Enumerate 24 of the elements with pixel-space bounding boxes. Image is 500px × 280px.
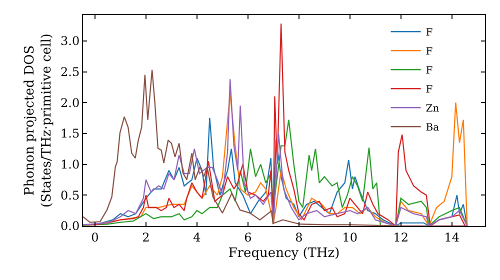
x-tick-label: 2: [142, 230, 150, 244]
legend-label: F: [426, 66, 433, 77]
y-tick-label: 1.5: [60, 126, 80, 141]
legend-label: F: [426, 46, 433, 58]
x-tick-label: 8: [295, 230, 303, 244]
y-tick-label: 1.0: [60, 158, 80, 172]
y-tick-label: 2.5: [60, 64, 80, 79]
y-tick-label: 2.0: [60, 96, 80, 110]
x-tick-label: 4: [193, 230, 202, 244]
y-tick-label: 0.5: [60, 188, 80, 202]
x-axis-title: Frequency (THz): [228, 246, 340, 261]
legend-label: Zn: [426, 104, 440, 115]
y-axis-title: Phonon projected DOS (States/THz·primitive cell): [22, 33, 54, 208]
x-tick-label: 12: [393, 230, 409, 244]
x-tick-label: 14: [444, 230, 460, 244]
x-tick-label: 6: [244, 230, 252, 244]
legend-label: F: [426, 28, 433, 39]
legend-label: F: [426, 84, 433, 96]
y-tick-label: 3.0: [60, 34, 80, 48]
x-tick-label: 0: [91, 230, 99, 244]
legend-label: Ba: [426, 122, 440, 134]
y-tick-label: 0.0: [60, 219, 80, 234]
x-tick-label: 10: [342, 230, 358, 244]
line-series: [83, 23, 466, 226]
